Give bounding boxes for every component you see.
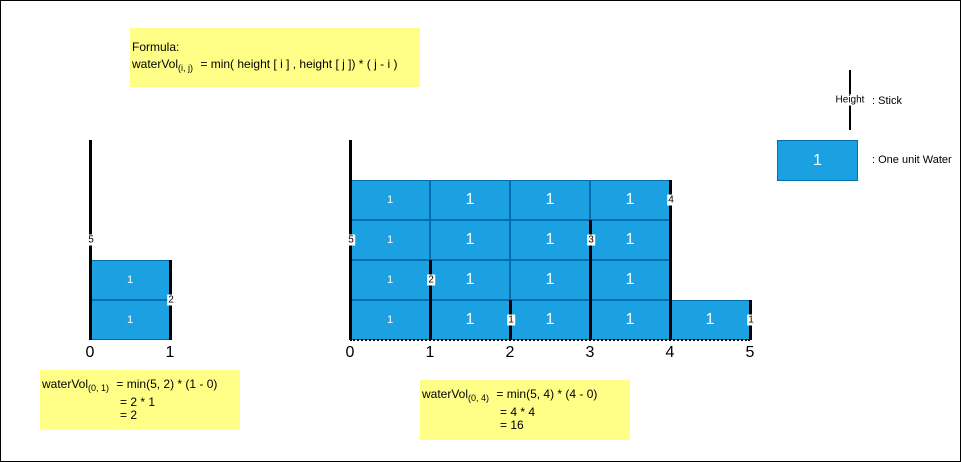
- large-stick-height-label-3: 3: [587, 234, 595, 246]
- large-water-cell: 1: [510, 300, 590, 340]
- large-water-cell: 1: [430, 300, 510, 340]
- small-calc-line1: waterVol(0, 1) = min(5, 2) * (1 - 0): [42, 377, 218, 393]
- small-calc-line2: = 2 * 1: [120, 395, 156, 409]
- large-calc-line3: = 16: [500, 418, 524, 432]
- large-water-cell: 1: [670, 300, 750, 340]
- formula-note: Formula: waterVol(i, j) = min( height [ …: [130, 28, 420, 87]
- large-x-tick-0: 0: [345, 344, 355, 361]
- large-water-cell: 1: [590, 260, 670, 300]
- large-x-tick-2: 2: [505, 344, 515, 361]
- large-water-cell: 1: [350, 260, 430, 300]
- large-water-cell: 1: [350, 180, 430, 220]
- legend-stick-label: : Stick: [872, 95, 902, 107]
- large-water-cell: 1: [350, 300, 430, 340]
- large-x-tick-3: 3: [585, 344, 595, 361]
- large-x-tick-5: 5: [745, 344, 755, 361]
- large-water-cell: 1: [590, 180, 670, 220]
- small-calc-note: waterVol(0, 1) = min(5, 2) * (1 - 0) = 2…: [40, 370, 240, 430]
- legend-water-label: : One unit Water: [872, 154, 952, 166]
- large-stick-height-label-1: 2: [427, 274, 435, 286]
- large-calc-line2: = 4 * 4: [500, 405, 536, 419]
- small-x-tick-0: 0: [85, 344, 95, 361]
- large-water-cell: 1: [590, 220, 670, 260]
- large-water-cell: 1: [510, 180, 590, 220]
- small-stick-height-label-0: 5: [87, 234, 95, 246]
- large-calc-line1: waterVol(0, 4) = min(5, 4) * (4 - 0): [422, 387, 598, 403]
- small-stick-height-label-1: 2: [167, 294, 175, 306]
- large-water-cell: 1: [430, 180, 510, 220]
- small-water-cell: 1: [90, 300, 170, 340]
- large-stick-height-label-5: 1: [747, 314, 755, 326]
- large-stick-3: [589, 220, 592, 340]
- large-water-cell: 1: [350, 220, 430, 260]
- large-water-cell: 1: [430, 220, 510, 260]
- small-x-tick-1: 1: [165, 344, 175, 361]
- large-stick-height-label-0: 5: [347, 234, 355, 246]
- large-stick-1: [429, 260, 432, 340]
- large-water-cell: 1: [510, 260, 590, 300]
- large-stick-4: [669, 180, 672, 340]
- small-water-cell: 1: [90, 260, 170, 300]
- large-x-tick-4: 4: [665, 344, 675, 361]
- large-baseline: [350, 339, 750, 341]
- large-stick-height-label-4: 4: [667, 194, 675, 206]
- formula-title: Formula:: [132, 40, 180, 54]
- large-water-cell: 1: [590, 300, 670, 340]
- large-water-cell: 1: [510, 220, 590, 260]
- large-x-tick-1: 1: [425, 344, 435, 361]
- small-calc-line3: = 2: [120, 408, 138, 422]
- formula-expression: waterVol(i, j) = min( height [ i ] , hei…: [132, 57, 398, 73]
- large-water-cell: 1: [430, 260, 510, 300]
- legend-stick-inner-label: Height: [834, 94, 866, 106]
- legend-water-cell: 1: [777, 140, 858, 181]
- large-stick-height-label-2: 1: [507, 314, 515, 326]
- large-calc-note: waterVol(0, 4) = min(5, 4) * (4 - 0) = 4…: [420, 380, 630, 440]
